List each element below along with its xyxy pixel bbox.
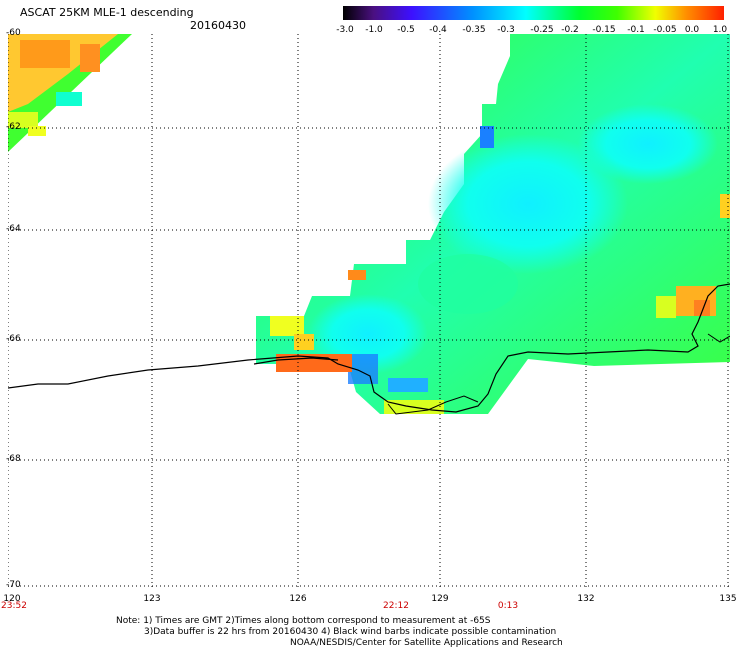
coastline-ice-edge xyxy=(253,357,339,365)
colorbar-label: -0.05 xyxy=(653,25,677,35)
lon-label: 120 xyxy=(3,594,21,604)
lat-label: -64 xyxy=(6,224,21,234)
time-label: 23:52 xyxy=(1,601,27,611)
lat-label: -66 xyxy=(6,334,21,344)
colorbar-label: -3.0 xyxy=(336,25,354,35)
lon-label: 129 xyxy=(431,594,449,604)
color-scale-bar xyxy=(343,6,724,20)
colorbar-label: -0.15 xyxy=(592,25,616,35)
lat-label: -60 xyxy=(6,28,21,38)
swath-topleft xyxy=(8,34,132,152)
lon-label: 126 xyxy=(289,594,307,604)
colorbar-label: -0.4 xyxy=(429,25,447,35)
lat-label: -70 xyxy=(6,580,21,590)
coastline-bay xyxy=(387,395,479,415)
lat-label: -68 xyxy=(6,454,21,464)
colorbar-label: 0.0 xyxy=(684,25,700,35)
note-line-1: Note: 1) Times are GMT 2)Times along bot… xyxy=(116,616,491,626)
colorbar-label: -0.1 xyxy=(627,25,645,35)
lon-label: 123 xyxy=(143,594,161,604)
wind-map xyxy=(8,34,730,587)
lon-label: 135 xyxy=(719,594,737,604)
time-label: 0:13 xyxy=(497,601,519,611)
colorbar-label: -0.35 xyxy=(462,25,486,35)
colorbar-label: 1.0 xyxy=(712,25,728,35)
colorbar-label: -0.25 xyxy=(530,25,554,35)
product-date: 20160430 xyxy=(190,19,246,32)
coastline-east xyxy=(707,333,730,343)
lat-label: -62 xyxy=(6,122,21,132)
grid xyxy=(8,34,730,587)
colorbar-label: -0.2 xyxy=(561,25,579,35)
note-line-2: 3)Data buffer is 22 hrs from 20160430 4)… xyxy=(144,627,557,637)
lon-label: 132 xyxy=(577,594,595,604)
swath-main xyxy=(256,34,730,414)
product-title: ASCAT 25KM MLE-1 descending xyxy=(20,6,194,19)
coastline xyxy=(8,283,730,413)
colorbar-label: -0.5 xyxy=(397,25,415,35)
time-label: 22:12 xyxy=(383,601,409,611)
colorbar-label: -0.3 xyxy=(497,25,515,35)
colorbar-label: -1.0 xyxy=(365,25,383,35)
note-line-3: NOAA/NESDIS/Center for Satellite Applica… xyxy=(290,638,563,648)
